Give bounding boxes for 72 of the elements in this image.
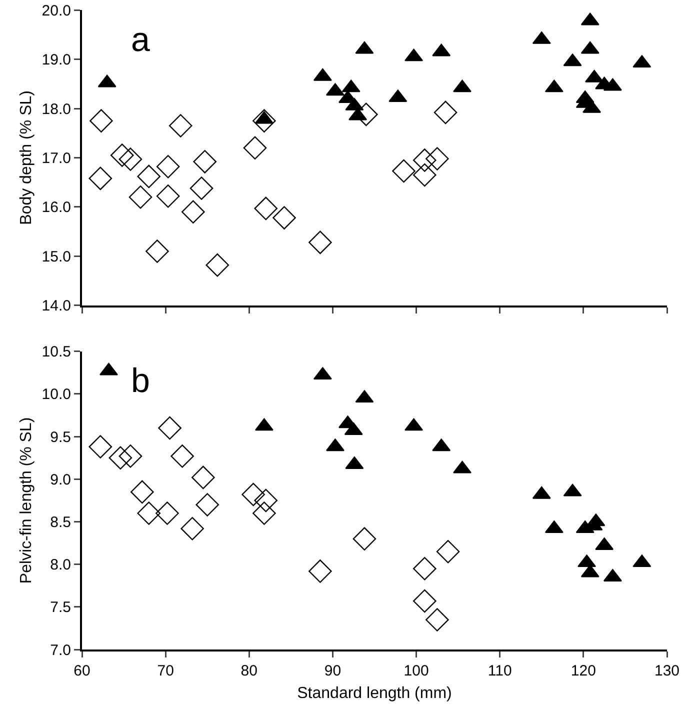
point [88,166,112,190]
point [412,556,436,580]
point [156,502,179,525]
y-tick-label: 7.5 [50,599,71,616]
x-tick-label: 100 [404,662,429,680]
x-tick-label: 80 [240,662,258,680]
point [190,176,214,200]
point [412,589,436,613]
y-tick-label: 15.0 [42,248,71,266]
point [170,444,194,468]
point [137,164,161,188]
point [88,435,112,458]
point [118,148,142,171]
y-tick-label: 9.5 [50,428,71,446]
y-tick-label: 17.0 [42,150,71,167]
point [158,416,182,440]
point [254,196,278,220]
point [118,444,142,468]
point [108,446,132,470]
y-tick-label: 10.0 [42,386,71,404]
point [436,540,460,564]
y-tick-label: 19.0 [42,52,71,69]
point [412,163,436,187]
point [242,482,265,506]
point [254,488,278,512]
point [192,466,215,490]
point [110,144,134,167]
y-tick-label: 18.0 [42,100,71,118]
point [243,136,267,160]
y-tick-label: 7.0 [50,642,71,659]
point [128,185,152,209]
x-tick-label: 60 [74,662,90,680]
point [206,253,230,277]
point [193,150,216,174]
y-tick-label: 14.0 [42,298,71,315]
x-axis-title: Standard length (mm) [297,684,452,702]
point [352,527,376,550]
point [252,109,276,132]
point [272,206,296,230]
y-tick-label: 9.0 [50,471,71,488]
point [392,159,416,183]
point [146,240,169,263]
point [168,114,192,138]
y-tick-label: 8.0 [50,556,71,574]
point [90,109,113,132]
x-tick-label: 90 [324,662,342,680]
annotation: b [131,362,150,400]
point [130,480,154,504]
point [412,148,436,172]
point [308,230,332,254]
point [156,184,180,208]
y-axis-title: Pelvic-fin length (% SL) [18,417,36,584]
point [426,147,449,170]
point [182,200,205,224]
point [308,560,332,583]
y-tick-label: 16.0 [42,199,71,216]
x-tick-label: 110 [488,662,512,680]
point [196,493,220,516]
y-axis-title: Body depth (% SL) [18,90,36,225]
point [426,608,449,632]
point [434,100,458,124]
x-tick-label: 120 [570,662,596,680]
point [156,154,180,178]
annotation: a [131,21,150,59]
point [252,502,276,525]
y-tick-label: 8.5 [50,514,71,532]
y-tick-label: 10.5 [42,344,71,361]
point [137,502,161,525]
x-tick-label: 130 [654,662,680,680]
point [180,516,204,540]
y-tick-label: 20.0 [42,2,71,20]
x-tick-label: 70 [157,662,174,680]
